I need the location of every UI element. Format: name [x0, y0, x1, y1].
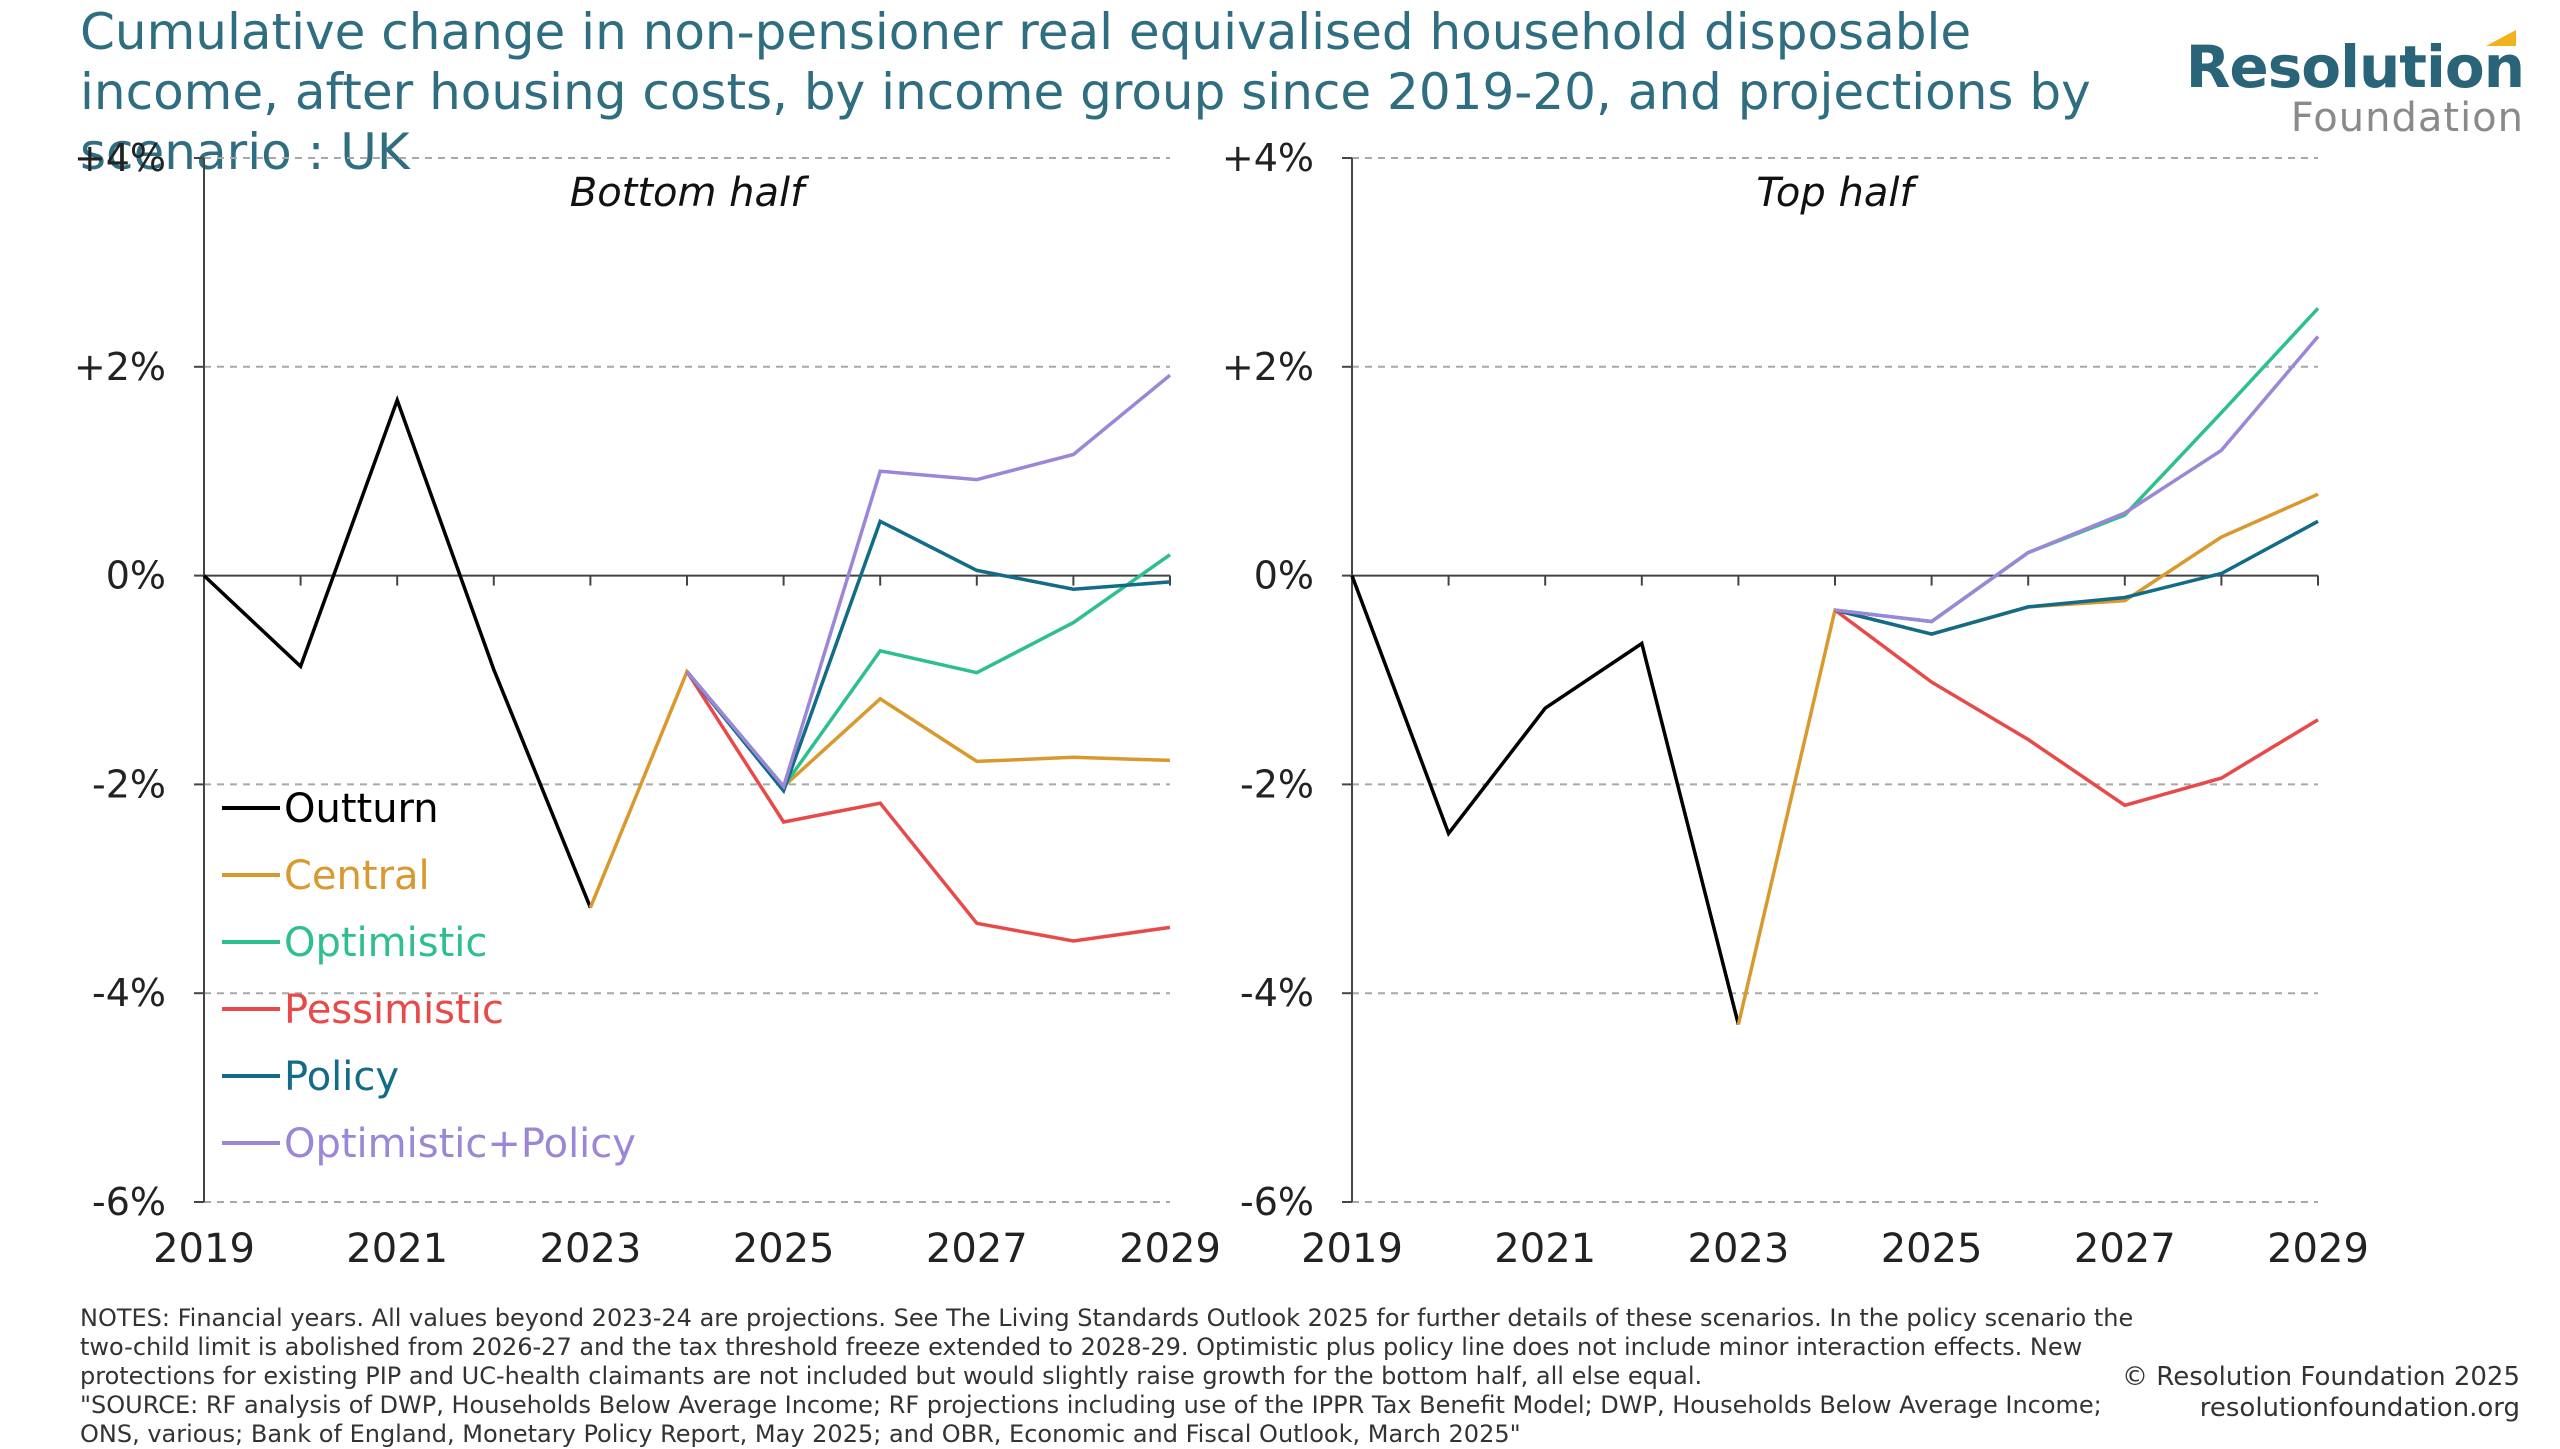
bottom-half-x-tick-label: 2029: [1119, 1226, 1221, 1272]
notes-text: NOTES: Financial years. All values beyon…: [80, 1304, 2134, 1390]
bottom-half-y-tick-label: +4%: [74, 136, 166, 180]
legend-label-central: Central: [284, 853, 430, 899]
top-half-y-tick-label: -2%: [1240, 762, 1314, 806]
top-half-y-tick-label: +2%: [1222, 345, 1314, 389]
website-text: resolutionfoundation.org: [2199, 1393, 2520, 1423]
legend-label-pessimistic: Pessimistic: [284, 987, 504, 1033]
top-half-x-tick-label: 2021: [1494, 1226, 1596, 1272]
bottom-half-x-tick-label: 2023: [540, 1226, 642, 1272]
bottom-half-series-pessimistic: [685, 670, 1171, 943]
credit-block: © Resolution Foundation 2025 resolutionf…: [2122, 1362, 2520, 1424]
top-half-x-tick-label: 2019: [1301, 1226, 1403, 1272]
legend-label-outturn: Outturn: [284, 786, 439, 832]
top-half-y-tick-label: +4%: [1222, 136, 1314, 180]
top-half-x-tick-label: 2029: [2267, 1226, 2369, 1272]
bottom-half-x-tick-label: 2021: [346, 1226, 448, 1272]
top-half-x-tick-label: 2023: [1688, 1226, 1790, 1272]
bottom-half-y-tick-label: -6%: [92, 1180, 166, 1224]
resolution-foundation-logo: Resolution Foundation: [2185, 30, 2525, 141]
top-half-series-outturn: [1350, 574, 1741, 1025]
logo-main-text: Resolution: [2185, 33, 2525, 101]
bottom-half-x-tick-label: 2025: [733, 1226, 835, 1272]
top-half-series-pessimistic: [1833, 608, 2319, 808]
top-half-panel-title: Top half: [1756, 170, 1919, 216]
bottom-half-y-tick-label: +2%: [74, 345, 166, 389]
legend-label-policy: Policy: [284, 1054, 399, 1100]
top-half-series-optimistic-policy: [1834, 335, 2320, 624]
charts-canvas: +4%+2%0%-2%-4%-6%2019 2021 2023 2025 2027 202…: [74, 136, 2369, 1272]
top-half-y-tick-label: -4%: [1240, 971, 1314, 1015]
bottom-half-series-optimistic-policy: [685, 373, 1172, 791]
top-half-x-tick-label: 2027: [2074, 1226, 2176, 1272]
legend-label-optimistic-policy: Optimistic+Policy: [284, 1121, 636, 1167]
top-half-series-optimistic: [1834, 307, 2320, 624]
top-half-y-tick-label: 0%: [1254, 554, 1314, 598]
top-half-x-tick-label: 2025: [1881, 1226, 1983, 1272]
copyright-text: © Resolution Foundation 2025: [2122, 1362, 2520, 1392]
top-half-y-tick-label: -6%: [1240, 1180, 1314, 1224]
logo-accent-icon: [2486, 30, 2516, 46]
legend-label-optimistic: Optimistic: [284, 920, 487, 966]
top-half-panel: +4% +2% 0% -2% -4% -6%2019 2021 2023 2025 2027 202…: [1222, 136, 2369, 1272]
top-half-series-central: [1736, 492, 2319, 1025]
bottom-half-panel-title: Bottom half: [570, 170, 810, 216]
bottom-half-y-tick-label: -2%: [92, 762, 166, 806]
chart-title: Cumulative change in non-pensioner real …: [80, 3, 2091, 181]
bottom-half-series-central: [588, 668, 1171, 909]
logo-sub-text: Foundation: [2290, 95, 2524, 141]
bottom-half-panel: +4% +2% 0% -2% -4% -6%2019 2021 2023 2025 2027 202…: [74, 136, 1221, 1272]
bottom-half-series-optimistic: [685, 553, 1172, 790]
bottom-half-y-tick-label: 0%: [106, 554, 166, 598]
bottom-half-series-outturn: [202, 395, 593, 909]
bottom-half-y-tick-label: -4%: [92, 971, 166, 1015]
source-text: "SOURCE: RF analysis of DWP, Households …: [80, 1391, 2102, 1448]
bottom-half-x-tick-label: 2019: [153, 1226, 255, 1272]
bottom-half-x-tick-label: 2027: [926, 1226, 1028, 1272]
chart-notes: NOTES: Financial years. All values beyon…: [80, 1304, 2160, 1449]
bottom-half-legend: Outturn Central Optimistic Pessimistic Polic…: [222, 786, 636, 1167]
top-half-series-policy: [1834, 519, 2319, 636]
bottom-half-series-policy: [685, 518, 1171, 795]
